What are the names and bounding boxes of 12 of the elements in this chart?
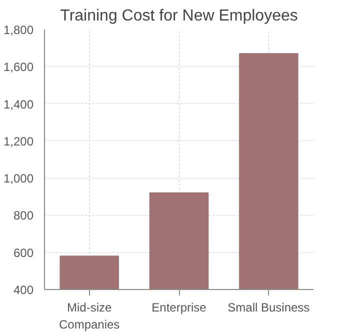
y-tick-label: 1,800: [3, 23, 34, 37]
x-tick-label: Mid-size Companies: [58, 300, 120, 332]
x-tick-label: Enterprise: [152, 300, 207, 314]
y-tick-label: 600: [13, 246, 34, 260]
y-tick-label: 1,000: [3, 172, 34, 186]
y-tick-label: 400: [13, 283, 34, 297]
chart-title: Training Cost for New Employees: [60, 8, 298, 24]
x-tick-label: Small Business: [228, 300, 310, 314]
y-tick-label: 1,200: [3, 134, 34, 148]
y-tick-label: 1,600: [3, 60, 34, 74]
y-tick-label: 1,400: [3, 97, 34, 112]
y-tick-label: 800: [13, 208, 34, 223]
